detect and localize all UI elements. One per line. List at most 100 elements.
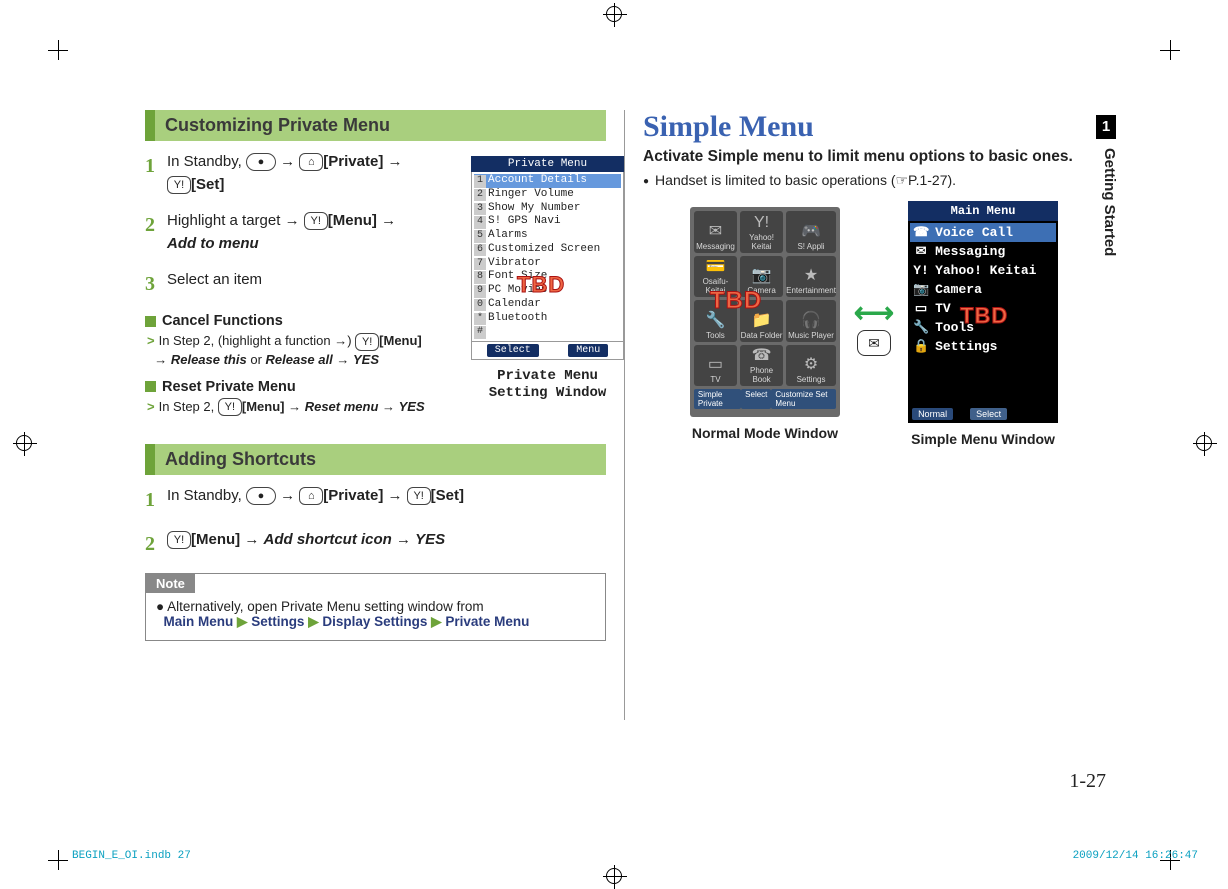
section-shortcuts: Adding Shortcuts	[145, 444, 606, 475]
simple-item: ☎Voice Call	[910, 223, 1056, 242]
reset-menu-head: Reset Private Menu	[145, 379, 425, 395]
registration-mark	[606, 868, 622, 884]
softkey: Normal	[912, 408, 953, 420]
menu-path: Release all	[266, 352, 333, 367]
step-number: 2	[145, 210, 167, 255]
menu-item: 7Vibrator	[474, 257, 621, 271]
y-key-icon: Y!	[355, 333, 379, 351]
label: [Set]	[431, 487, 464, 504]
text: In Step 2,	[159, 399, 218, 414]
step-number: 3	[145, 269, 167, 299]
simple-mode-column: Main Menu ☎Voice Call✉MessagingY!Yahoo! …	[908, 201, 1058, 448]
y-key-icon: Y!	[407, 487, 431, 505]
simple-menu-bullet: Handset is limited to basic operations (…	[643, 172, 1105, 189]
step-text: In Standby,	[167, 153, 246, 170]
normal-mode-column: ✉MessagingY!Yahoo! Keitai🎮S! Appli💳Osaif…	[690, 207, 840, 442]
footer-right: 2009/12/14 16:26:47	[1073, 850, 1198, 862]
step-3: 3 Select an item	[145, 269, 425, 299]
y-key-icon: Y!	[218, 398, 242, 416]
left-column: Customizing Private Menu 1 In Standby, ●…	[145, 110, 625, 720]
note-label: Note	[146, 574, 195, 593]
normal-caption: Normal Mode Window	[690, 425, 840, 442]
registration-mark	[16, 435, 32, 451]
simple-menu-subtitle: Activate Simple menu to limit menu optio…	[643, 148, 1105, 166]
menu-path: Release this	[171, 352, 247, 367]
step-2b: 2 Y![Menu] → Add shortcut icon → YES	[145, 529, 606, 559]
menu-path: YES	[353, 352, 379, 367]
simple-mode-phone: Main Menu ☎Voice Call✉MessagingY!Yahoo! …	[908, 201, 1058, 423]
menu-path: Add to menu	[167, 235, 259, 252]
reset-menu-body: >In Step 2, Y![Menu] → Reset menu → YES	[147, 398, 425, 417]
step-1: 1 In Standby, ● → ⌂[Private] → Y![Set]	[145, 151, 425, 196]
menu-item: 6Customized Screen	[474, 243, 621, 257]
simple-item: ✉Messaging	[910, 242, 1056, 261]
softkey: Select	[970, 408, 1007, 420]
tv-key-icon: ⌂	[299, 487, 323, 505]
grid-cell: ▭TV	[694, 345, 737, 387]
menu-path: YES	[399, 399, 425, 414]
step-number: 2	[145, 529, 167, 559]
nav-item: Main Menu	[164, 614, 234, 629]
screenshot-title: Private Menu	[471, 156, 624, 172]
crop-mark	[48, 850, 68, 870]
text: or	[250, 352, 265, 367]
note-box: Note ● Alternatively, open Private Menu …	[145, 573, 606, 641]
nav-item: Private Menu	[445, 614, 529, 629]
center-key-icon: ●	[246, 487, 276, 505]
label: [Menu]	[328, 212, 377, 229]
nav-item: Settings	[251, 614, 304, 629]
tbd-overlay: TBD	[517, 272, 565, 298]
switch-arrows: ⟷ ✉	[854, 296, 894, 353]
y-key-icon: Y!	[304, 212, 328, 230]
simple-item: 📷Camera	[910, 280, 1056, 299]
label: [Private]	[323, 487, 383, 504]
footer-left: BEGIN_E_OI.indb 27	[72, 850, 191, 862]
softkey-select: Select	[487, 344, 539, 357]
screenshot-caption: Private Menu Setting Window	[471, 368, 624, 402]
menu-item: 3Show My Number	[474, 202, 621, 216]
grid-cell: 🎧Music Player	[786, 300, 836, 342]
label: [Private]	[323, 153, 383, 170]
private-menu-screenshot: Private Menu 1Account Details2Ringer Vol…	[471, 156, 624, 402]
crop-mark	[1160, 40, 1180, 60]
page-content: Customizing Private Menu 1 In Standby, ●…	[145, 110, 1105, 720]
step-2: 2 Highlight a target → Y![Menu] → Add to…	[145, 210, 425, 255]
text: →	[336, 352, 353, 367]
text: In Step 2, (highlight a function →)	[159, 333, 356, 348]
crop-mark	[48, 40, 68, 60]
grid-cell: ⚙Settings	[786, 345, 836, 387]
menu-item: #	[474, 325, 621, 339]
registration-mark	[606, 6, 622, 22]
grid-cell: ★Entertainment	[786, 256, 836, 298]
y-key-icon: Y!	[167, 531, 191, 549]
step-number: 1	[145, 485, 167, 515]
menu-item: 2Ringer Volume	[474, 188, 621, 202]
menu-item: 5Alarms	[474, 229, 621, 243]
normal-mode-phone: ✉MessagingY!Yahoo! Keitai🎮S! Appli💳Osaif…	[690, 207, 840, 417]
softkey: Simple Private	[694, 389, 741, 409]
simple-item: 🔒Settings	[910, 337, 1056, 356]
print-footer: BEGIN_E_OI.indb 27 2009/12/14 16:26:47	[72, 850, 1198, 862]
menu-path: Reset menu	[305, 399, 379, 414]
note-text: Alternatively, open Private Menu setting…	[167, 599, 483, 614]
cancel-functions-head: Cancel Functions	[145, 313, 425, 329]
menu-item: 1Account Details	[474, 174, 621, 188]
step-text: Select an item	[167, 269, 262, 299]
grid-cell: ✉Messaging	[694, 211, 737, 253]
grid-cell: 🎮S! Appli	[786, 211, 836, 253]
menu-item: 0Calendar	[474, 298, 621, 312]
mail-key-icon: ✉	[857, 330, 891, 356]
menu-item: 4S! GPS Navi	[474, 215, 621, 229]
nav-item: Display Settings	[322, 614, 427, 629]
menu-path: Add shortcut icon	[264, 531, 392, 548]
page-number: 1-27	[1069, 770, 1106, 793]
label: [Menu]	[379, 333, 422, 348]
simple-title: Main Menu	[908, 201, 1058, 221]
step-1b: 1 In Standby, ● → ⌂[Private] → Y![Set]	[145, 485, 606, 515]
label: [Menu]	[242, 399, 285, 414]
registration-mark	[1196, 435, 1212, 451]
label: [Menu]	[191, 531, 240, 548]
simple-menu-title: Simple Menu	[643, 110, 1105, 144]
grid-cell: Y!Yahoo! Keitai	[740, 211, 783, 253]
y-key-icon: Y!	[167, 176, 191, 194]
